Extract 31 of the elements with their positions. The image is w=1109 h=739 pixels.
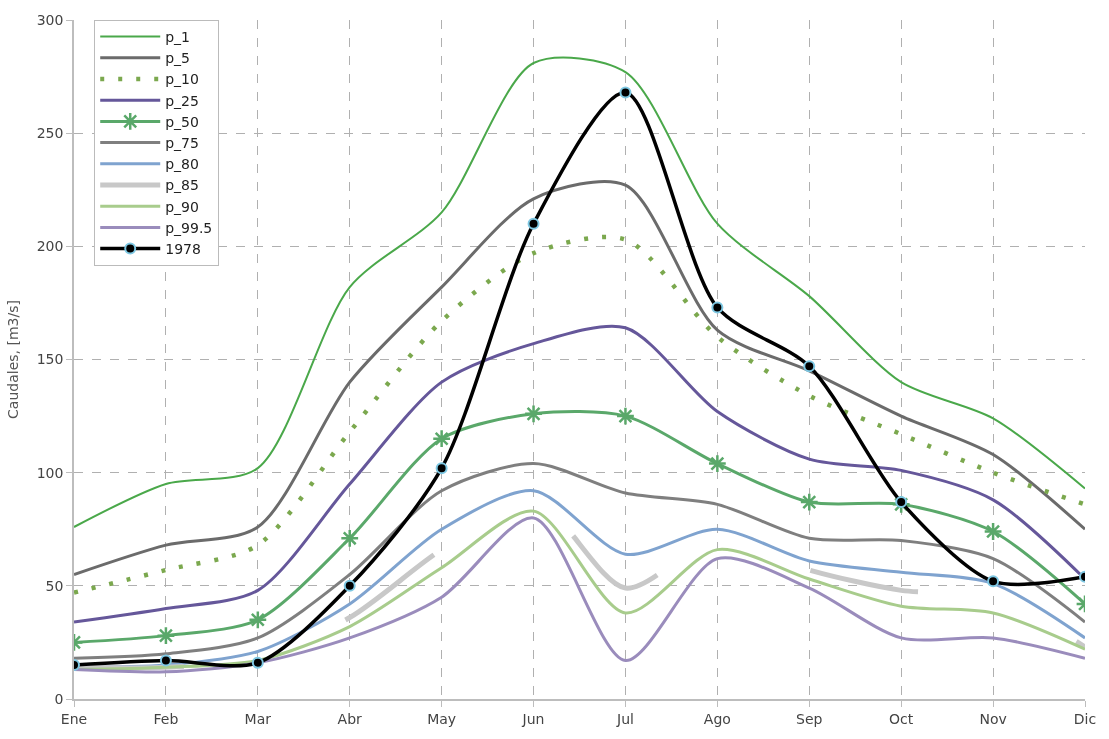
x-tick-label: Ago xyxy=(703,710,731,727)
x-tick-label: Oct xyxy=(889,710,914,727)
legend-label: p_5 xyxy=(165,50,191,67)
y-axis-title: Caudales, [m3/s] xyxy=(4,300,21,419)
y-tick-label: 300 xyxy=(36,11,64,28)
x-tick-label: May xyxy=(427,710,457,727)
legend-label: p_10 xyxy=(165,71,199,88)
x-tick-label: Dic xyxy=(1073,710,1097,727)
y-tick-label: 0 xyxy=(54,690,64,707)
x-tick-label: Mar xyxy=(244,710,272,727)
x-tick-label: Nov xyxy=(979,710,1007,727)
y-tick-label: 50 xyxy=(45,577,64,594)
x-tick-label: Ene xyxy=(60,710,88,727)
legend-label: p_25 xyxy=(165,92,199,109)
legend-label: p_1 xyxy=(165,29,191,46)
legend-label: p_50 xyxy=(165,113,199,130)
y-tick-label: 200 xyxy=(36,238,64,255)
y-tick-label: 250 xyxy=(36,125,64,142)
legend-label: p_75 xyxy=(165,135,199,152)
legend-label: p_99.5 xyxy=(165,219,213,236)
x-tick-label: Abr xyxy=(337,710,363,727)
x-tick-label: Sep xyxy=(796,710,823,727)
legend-label: p_90 xyxy=(165,198,199,215)
legend-label: p_80 xyxy=(165,156,199,173)
x-tick-label: Jun xyxy=(521,710,545,727)
y-tick-label: 100 xyxy=(36,464,64,481)
legend-label: p_85 xyxy=(165,177,199,194)
legend-label: 1978 xyxy=(165,241,201,258)
x-tick-label: Jul xyxy=(616,710,634,727)
x-tick-label: Feb xyxy=(153,710,179,727)
y-tick-label: 150 xyxy=(36,351,64,368)
